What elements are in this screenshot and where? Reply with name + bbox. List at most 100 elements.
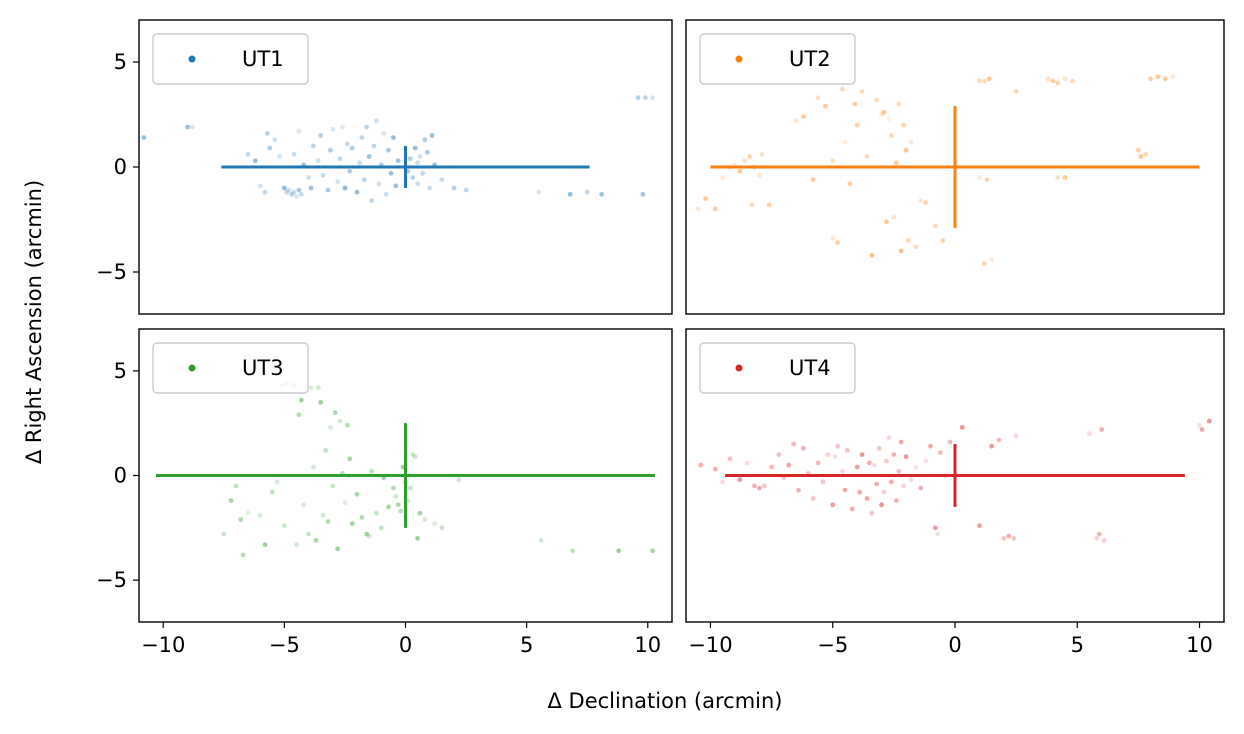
data-point — [879, 502, 884, 508]
data-point — [294, 542, 299, 547]
data-point — [889, 133, 894, 138]
data-point — [291, 189, 297, 195]
data-point — [1197, 422, 1202, 428]
data-point — [570, 548, 576, 554]
data-point — [415, 535, 420, 541]
data-point — [308, 385, 314, 390]
data-point — [1001, 535, 1007, 541]
data-point — [1143, 152, 1149, 157]
data-point — [1070, 78, 1075, 84]
data-point — [981, 261, 987, 266]
data-point — [859, 452, 865, 457]
data-point — [981, 78, 987, 84]
data-point — [879, 112, 884, 117]
data-point — [407, 485, 413, 491]
data-point — [830, 502, 836, 508]
data-point — [757, 485, 762, 491]
data-point — [903, 454, 909, 460]
data-point — [189, 124, 195, 130]
data-point — [712, 466, 718, 472]
data-point — [536, 189, 542, 195]
data-point — [906, 238, 911, 243]
data-point — [744, 460, 750, 466]
data-point — [635, 95, 641, 101]
x-tick-label: −5 — [269, 633, 300, 657]
legend-label: UT2 — [789, 47, 831, 71]
data-point — [422, 517, 428, 522]
data-point — [296, 128, 302, 134]
data-point — [1045, 76, 1051, 82]
data-point — [265, 131, 270, 136]
x-tick-label: 10 — [1186, 633, 1213, 657]
data-point — [933, 223, 938, 229]
data-point — [388, 170, 394, 176]
data-point — [864, 496, 870, 501]
data-point — [361, 177, 367, 183]
data-point — [398, 508, 404, 514]
data-point — [567, 191, 573, 197]
panel-ut2: UT2 — [685, 19, 1225, 315]
data-point — [845, 448, 850, 453]
data-point — [1094, 535, 1100, 541]
data-point — [318, 133, 324, 138]
y-tick-label: 0 — [114, 155, 127, 179]
data-point — [881, 110, 887, 115]
legend-label: UT3 — [242, 356, 284, 380]
data-point — [854, 464, 860, 470]
data-point — [820, 479, 826, 485]
legend-box — [152, 342, 309, 394]
data-point — [893, 498, 899, 503]
data-point — [928, 443, 933, 449]
data-point — [810, 177, 816, 183]
data-point — [896, 101, 902, 107]
data-point — [874, 97, 880, 103]
data-point — [891, 215, 897, 220]
data-point — [703, 196, 708, 201]
data-point — [306, 531, 311, 537]
data-point — [823, 103, 828, 109]
y-tick-label: −5 — [96, 568, 127, 592]
legend-box — [699, 33, 856, 85]
data-point — [1148, 76, 1153, 82]
legend: UT4 — [699, 342, 856, 394]
data-point — [439, 525, 445, 531]
data-point — [371, 143, 377, 149]
data-point — [330, 483, 336, 489]
data-point — [141, 135, 147, 141]
data-point — [422, 137, 428, 143]
data-point — [357, 160, 362, 166]
data-point — [1055, 175, 1061, 180]
y-axis-label: Δ Right Ascension (arcmin) — [22, 180, 46, 464]
legend-label: UT4 — [789, 356, 831, 380]
data-point — [977, 523, 982, 529]
data-point — [933, 525, 938, 531]
data-point — [640, 191, 646, 197]
legend-marker — [188, 364, 196, 372]
y-tick-label: −5 — [96, 260, 127, 284]
data-point — [262, 542, 268, 547]
data-point — [989, 257, 995, 262]
data-point — [325, 519, 331, 524]
data-point — [306, 175, 311, 180]
legend-box — [152, 33, 309, 85]
data-point — [759, 152, 765, 157]
data-point — [342, 185, 348, 191]
data-point — [320, 173, 326, 178]
data-point — [354, 189, 360, 195]
data-point — [410, 452, 416, 457]
data-point — [776, 452, 782, 457]
data-point — [245, 510, 251, 516]
data-point — [815, 460, 821, 466]
data-point — [984, 177, 990, 183]
data-point — [342, 500, 348, 506]
data-point — [842, 139, 848, 145]
data-point — [913, 244, 919, 250]
data-point — [886, 435, 892, 441]
data-point — [889, 479, 894, 485]
data-point — [599, 191, 605, 197]
data-point — [410, 175, 416, 180]
x-tick-label: 10 — [634, 633, 661, 657]
data-point — [376, 181, 382, 187]
panel-ut1: −5 0 5 UT1 — [96, 19, 673, 315]
data-point — [898, 248, 904, 254]
